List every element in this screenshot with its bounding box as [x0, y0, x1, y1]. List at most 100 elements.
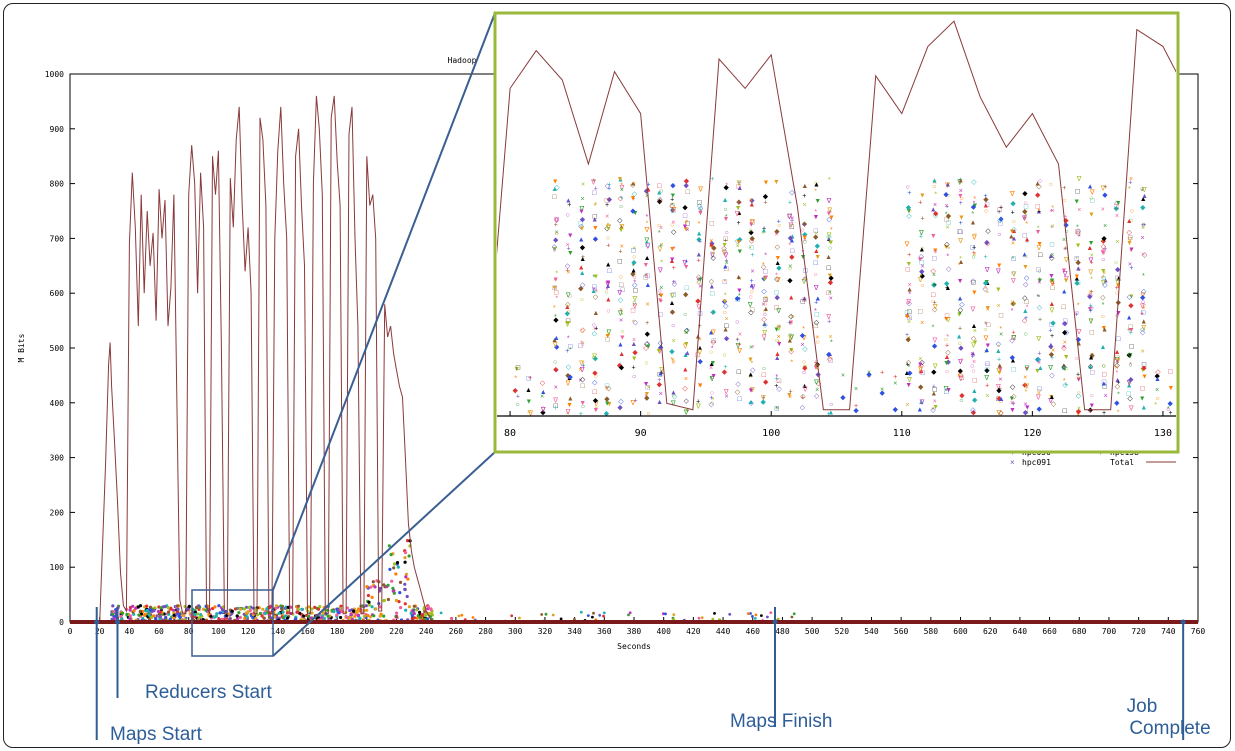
- legend-label: Total: [1110, 458, 1134, 467]
- inset-sample-point: *: [1129, 362, 1132, 369]
- inset-sample-point: ◇: [1114, 363, 1120, 370]
- inset-sample-point: ○: [632, 374, 636, 381]
- inset-sample-point: ◆: [1010, 354, 1016, 361]
- node-sample-point: [627, 613, 630, 617]
- inset-sample-point: +: [698, 238, 702, 245]
- node-sample-point: [302, 614, 306, 618]
- inset-sample-point: ▲: [1126, 314, 1133, 321]
- node-sample-point: [728, 612, 732, 616]
- inset-sample-point: □: [605, 383, 610, 390]
- inset-sample-point: ◆: [1116, 300, 1122, 307]
- inset-sample-point: ×: [555, 229, 559, 236]
- inset-sample-point: ×: [748, 374, 752, 381]
- inset-sample-point: □: [593, 214, 598, 221]
- inset-sample-point: *: [908, 292, 911, 299]
- inset-sample-point: ▲: [525, 387, 532, 394]
- node-sample-point: [310, 611, 314, 615]
- inset-sample-point: ×: [698, 283, 702, 290]
- inset-sample-point: ○: [568, 293, 572, 300]
- inset-sample-point: +: [1025, 238, 1029, 245]
- node-sample-point: [238, 615, 242, 620]
- inset-sample-point: *: [973, 196, 976, 203]
- inset-tick-label: 130: [1154, 428, 1172, 439]
- inset-sample-point: ◆: [840, 394, 846, 401]
- inset-sample-point: ▼: [763, 275, 770, 282]
- inset-sample-point: ∇: [983, 334, 989, 342]
- inset-sample-point: □: [973, 378, 978, 385]
- node-sample-point: [392, 566, 396, 570]
- inset-sample-point: ○: [515, 401, 519, 408]
- inset-sample-point: ∇: [605, 224, 611, 232]
- inset-frame: [493, 11, 1180, 454]
- inset-sample-point: +: [567, 202, 571, 209]
- inset-sample-point: ∇: [619, 223, 625, 231]
- inset-sample-point: ×: [1076, 375, 1080, 382]
- inset-sample-point: ◆: [1127, 352, 1133, 359]
- node-sample-point: [373, 585, 377, 589]
- inset-sample-point: ◇: [657, 197, 663, 204]
- inset-sample-point: ▲: [904, 370, 911, 377]
- inset-sample-point: ∇: [709, 375, 715, 383]
- node-sample-point: [163, 605, 167, 609]
- inset-sample-point: ◇: [735, 238, 741, 245]
- inset-sample-point: ∇: [1128, 405, 1134, 413]
- inset-sample-point: ○: [619, 203, 623, 210]
- inset-sample-point: ○: [1102, 363, 1106, 370]
- inset-sample-point: ∇: [760, 394, 766, 402]
- inset-sample-point: *: [738, 181, 741, 188]
- inset-sample-point: ◇: [1100, 295, 1106, 302]
- inset-sample-point: ×: [724, 394, 728, 401]
- inset-sample-point: □: [1011, 366, 1016, 373]
- inset-sample-point: ◆: [946, 359, 952, 366]
- inset-sample-point: *: [775, 374, 778, 381]
- inset-sample-point: ▼: [735, 239, 742, 246]
- inset-sample-point: ∇: [906, 298, 912, 306]
- x-tick-label: 180: [330, 627, 345, 636]
- inset-sample-point: ▼: [747, 356, 754, 363]
- inset-sample-point: ◆: [1022, 209, 1028, 216]
- inset-sample-point: ○: [710, 400, 714, 407]
- inset-sample-point: +: [787, 320, 791, 327]
- node-sample-point: [769, 611, 773, 615]
- inset-sample-point: ▲: [722, 264, 729, 271]
- inset-sample-point: ▼: [1115, 310, 1122, 317]
- inset-sample-point: +: [619, 195, 623, 202]
- inset-sample-point: □: [1128, 324, 1133, 331]
- inset-sample-point: *: [1050, 209, 1053, 216]
- inset-sample-point: ▼: [709, 360, 716, 367]
- inset-sample-point: □: [710, 291, 715, 298]
- inset-sample-point: ◇: [919, 360, 925, 367]
- node-sample-point: [149, 608, 153, 612]
- inset-sample-point: +: [905, 332, 909, 339]
- inset-sample-point: ×: [1011, 241, 1015, 248]
- inset-sample-point: +: [1037, 209, 1041, 216]
- inset-sample-point: *: [1116, 359, 1119, 366]
- inset-sample-point: □: [1116, 336, 1121, 343]
- zoom-inset: +▼□*◆○×▲∇+▼□◆○◇×▲∇▼□*◆○◇×▲∇+▼□*◆○◇×▲∇+▼□…: [493, 11, 1180, 454]
- inset-sample-point: *: [555, 295, 558, 302]
- inset-sample-point: ◆: [670, 207, 676, 214]
- inset-sample-point: +: [997, 357, 1001, 364]
- inset-sample-point: *: [908, 317, 911, 324]
- inset-sample-point: *: [605, 385, 608, 392]
- inset-sample-point: ∇: [527, 410, 533, 418]
- node-sample-point: [335, 607, 339, 611]
- node-sample-point: [450, 617, 454, 621]
- inset-sample-point: *: [555, 271, 558, 278]
- inset-sample-point: +: [1064, 382, 1068, 389]
- inset-sample-point: ◆: [1140, 295, 1146, 302]
- y-axis-label: M Bits: [17, 333, 26, 362]
- inset-sample-point: ∇: [1075, 409, 1081, 417]
- inset-sample-point: ∇: [578, 360, 584, 368]
- inset-sample-point: ◇: [1062, 382, 1068, 389]
- x-axis-label: Seconds: [617, 642, 651, 651]
- inset-sample-point: ○: [1049, 278, 1053, 285]
- inset-sample-point: ∇: [1024, 365, 1030, 373]
- inset-sample-point: ▼: [812, 365, 819, 372]
- inset-sample-point: ◆: [828, 275, 834, 282]
- node-sample-point: [148, 605, 153, 609]
- inset-sample-point: ∇: [1063, 256, 1069, 264]
- inset-sample-point: *: [986, 240, 989, 247]
- inset-sample-point: ○: [1166, 406, 1170, 413]
- inset-sample-point: ◆: [776, 265, 782, 272]
